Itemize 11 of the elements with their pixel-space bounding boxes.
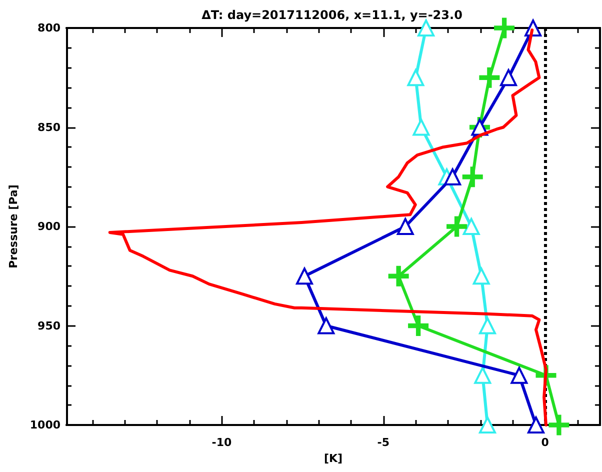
y-tick-label: 850 <box>38 120 61 134</box>
y-axis-title: Pressure [Pa] <box>7 184 20 268</box>
x-tick-label: -5 <box>377 436 390 449</box>
y-tick-label: 950 <box>38 319 61 332</box>
chart-title: ΔT: day=2017112006, x=11.1, y=-23.0 <box>202 8 462 22</box>
x-axis-title: [K] <box>324 452 343 465</box>
x-tick-label: -10 <box>212 436 232 449</box>
x-tick-label: 0 <box>541 436 550 449</box>
y-tick-label: 1000 <box>30 418 61 432</box>
y-tick-label: 900 <box>38 220 61 233</box>
y-tick-label: 800 <box>38 22 61 34</box>
